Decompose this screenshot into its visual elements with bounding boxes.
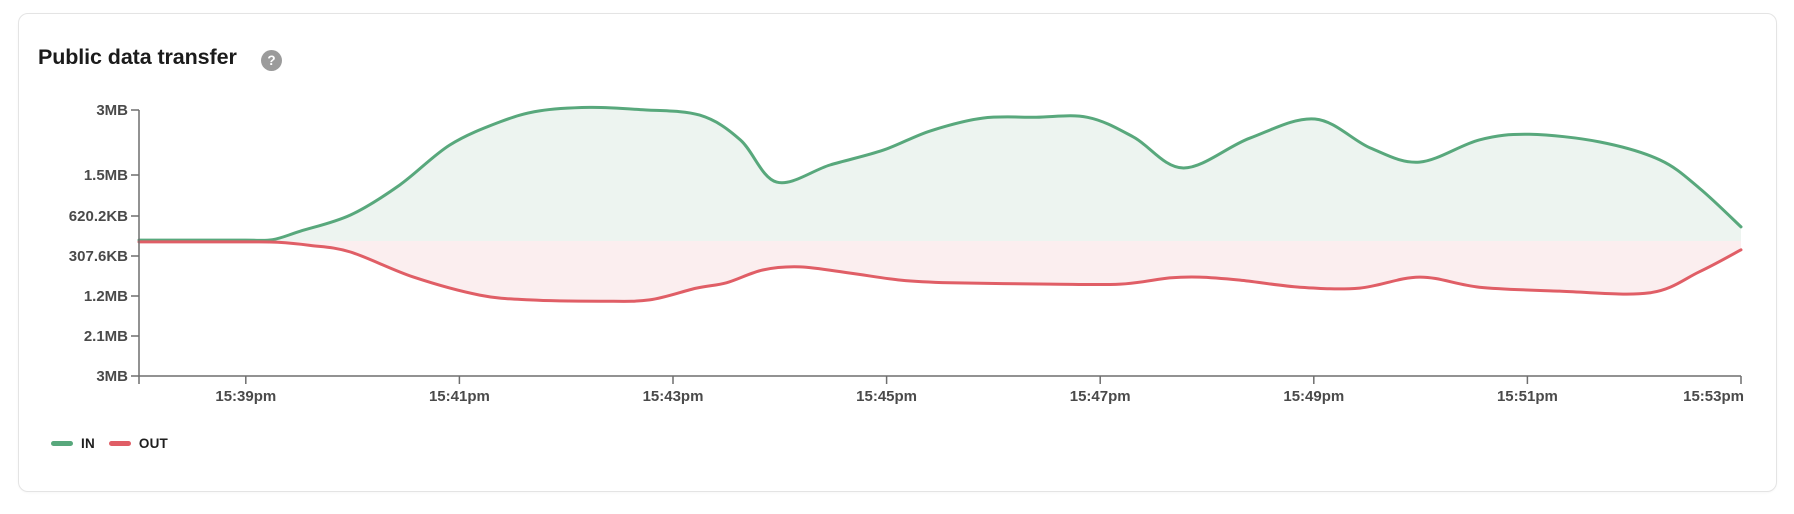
in-series-label: IN	[81, 436, 95, 451]
y-tick-label: 2.1MB	[84, 328, 128, 345]
y-tick-label: 1.2MB	[84, 288, 128, 305]
y-tick-label: 307.6KB	[69, 248, 128, 265]
y-tick-label: 620.2KB	[69, 208, 128, 225]
in-series-swatch-icon	[51, 441, 73, 446]
x-tick-label: 15:47pm	[1070, 388, 1131, 405]
in-series-area	[139, 107, 1741, 241]
out-series-label: OUT	[138, 436, 169, 451]
y-tick-label: 1.5MB	[84, 167, 128, 184]
x-tick-label: 15:49pm	[1283, 388, 1344, 405]
x-tick-label: 15:41pm	[429, 388, 490, 405]
legend-item-in: IN	[51, 436, 95, 451]
y-tick-label: 3MB	[96, 368, 128, 385]
page-title: Public data transfer	[38, 45, 237, 69]
out-series-swatch-icon	[108, 441, 131, 446]
x-tick-label: 15:45pm	[856, 388, 917, 405]
x-tick-label: 15:51pm	[1497, 388, 1558, 405]
x-tick-label: 15:53pm	[1683, 388, 1744, 405]
x-tick-label: 15:43pm	[643, 388, 704, 405]
help-icon[interactable]: ?	[261, 50, 282, 71]
x-tick-label: 15:39pm	[215, 388, 276, 405]
out-series-line	[137, 240, 1743, 303]
y-tick-label: 3MB	[96, 102, 128, 119]
legend-item-out: OUT	[108, 436, 169, 451]
chart-legend: IN OUT	[51, 436, 168, 451]
in-series-line	[137, 105, 1743, 242]
out-series-area	[139, 241, 1741, 302]
